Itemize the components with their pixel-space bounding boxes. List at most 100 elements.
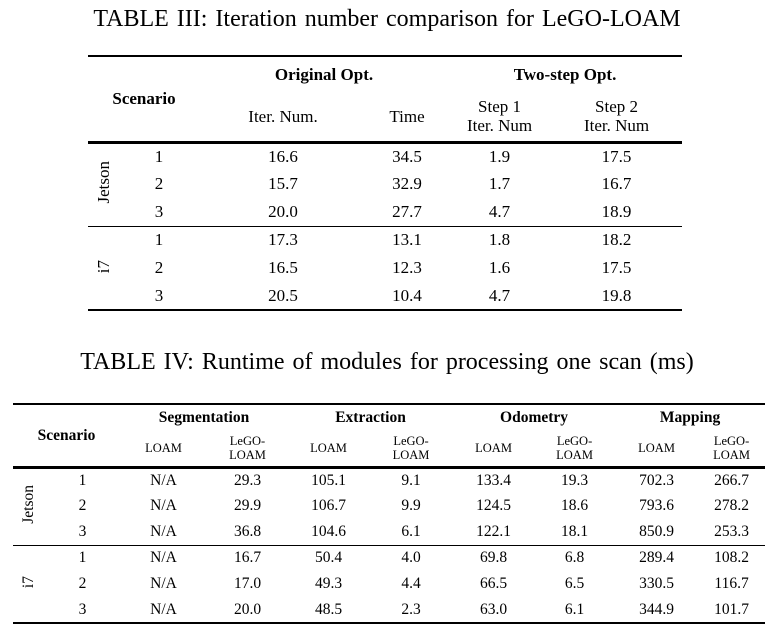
cell-odo-loam: 124.5	[476, 497, 511, 514]
table4-header-row-groups: Scenario Segmentation Extraction Odometr…	[13, 404, 765, 444]
scenario-cell: 3	[78, 522, 87, 540]
table4-caption: TABLE IV: Runtime of modules for process…	[80, 349, 694, 375]
scenario-cell: 2	[78, 575, 87, 592]
table-row: 3 N/A 36.8 104.6 6.1 122.1 18.1 850.9 25…	[13, 519, 765, 545]
row-group-label-i7: i7	[20, 575, 38, 588]
scenario-cell: 3	[154, 285, 164, 305]
table3-subheader-step2-iter-num: Step 2 Iter. Num	[583, 97, 650, 136]
cell-map-loam: 850.9	[639, 522, 674, 540]
row-group-label-i7: i7	[93, 259, 113, 273]
cell-map-loam: 330.5	[639, 575, 674, 592]
cell-step1-iter-num: 1.7	[488, 174, 511, 193]
cell-step2-iter-num: 19.8	[601, 285, 632, 305]
cell-time: 27.7	[392, 201, 422, 221]
cell-map-loam: 289.4	[639, 549, 674, 567]
table3-header-two-step-opt: Two-step Opt.	[513, 64, 617, 84]
cell-step2-iter-num: 17.5	[601, 146, 632, 166]
table-row: 3 N/A 20.0 48.5 2.3 63.0 6.1 344.9 101.7	[13, 597, 765, 623]
cell-odo-lego-loam: 19.3	[560, 471, 589, 489]
cell-seg-lego-loam: 29.9	[233, 497, 262, 514]
scenario-cell: 2	[154, 174, 164, 193]
cell-map-lego-loam: 266.7	[714, 471, 749, 489]
table3-subheader-time: Time	[389, 106, 425, 126]
table4-header: Scenario Segmentation Extraction Odometr…	[13, 404, 766, 467]
cell-step1-iter-num: 4.7	[488, 201, 511, 221]
cell-seg-loam: N/A	[150, 600, 177, 618]
cell-map-loam: 344.9	[639, 600, 674, 618]
table4-header-odometry: Odometry	[500, 408, 569, 426]
cell-map-loam: 702.3	[639, 471, 674, 489]
row-group-label-cell: Jetson	[13, 467, 45, 545]
table3-header-scenario: Scenario	[112, 89, 176, 109]
table3-subheader-step1-iter-num: Step 1 Iter. Num	[466, 97, 533, 136]
cell-time: 13.1	[392, 230, 422, 250]
cell-odo-lego-loam: 6.8	[564, 549, 585, 567]
cell-step1-iter-num: 1.8	[488, 230, 511, 250]
table4-subheader-odo-loam: LOAM	[475, 440, 512, 455]
cell-odo-lego-loam: 18.6	[560, 497, 589, 514]
cell-odo-loam: 66.5	[479, 575, 508, 592]
scenario-cell: 3	[154, 201, 164, 221]
scenario-cell: 1	[154, 230, 164, 250]
cell-seg-lego-loam: 17.0	[233, 575, 262, 592]
table3-subheader-iter-num: Iter. Num.	[248, 106, 318, 126]
cell-map-lego-loam: 116.7	[714, 575, 749, 592]
table4-subheader-map-lego-loam: LeGO- LOAM	[713, 433, 750, 462]
cell-ext-lego-loam: 4.0	[401, 549, 421, 567]
table-row: 2 N/A 17.0 49.3 4.4 66.5 6.5 330.5 116.7	[13, 571, 765, 597]
cell-odo-loam: 69.8	[479, 549, 508, 567]
cell-ext-lego-loam: 4.4	[401, 575, 421, 592]
table-row: i7 1 N/A 16.7 50.4 4.0 69.8 6.8 289.4 10…	[13, 545, 765, 588]
cell-odo-loam: 63.0	[479, 600, 508, 618]
cell-step1-iter-num: 4.7	[488, 285, 511, 305]
cell-odo-lego-loam: 6.5	[564, 575, 585, 592]
cell-map-lego-loam: 101.7	[714, 600, 749, 618]
cell-seg-lego-loam: 16.7	[233, 549, 262, 567]
cell-ext-lego-loam: 9.9	[401, 497, 421, 514]
cell-time: 34.5	[392, 146, 422, 166]
table-row: 3 20.0 27.7 4.7 18.9	[88, 198, 682, 226]
cell-ext-lego-loam: 9.1	[401, 471, 421, 489]
table-row: Jetson 1 N/A 29.3 105.1 9.1 133.4 19.3 7…	[13, 467, 765, 524]
cell-map-lego-loam: 278.2	[714, 497, 749, 514]
row-group-label-cell: i7	[88, 226, 118, 310]
table-row: Jetson 1 16.6 34.5 1.9 17.5	[88, 142, 682, 204]
cell-map-lego-loam: 108.2	[714, 549, 749, 567]
table4-subheader-ext-loam: LOAM	[310, 440, 347, 455]
table4-section-jetson: Jetson 1 N/A 29.3 105.1 9.1 133.4 19.3 7…	[13, 467, 765, 545]
row-group-label-jetson: Jetson	[20, 484, 38, 524]
table4-header-mapping: Mapping	[659, 408, 721, 426]
cell-seg-loam: N/A	[150, 522, 177, 540]
table3-header-row-subs: Iter. Num. Time Step 1 Iter. Num Step 2 …	[88, 92, 682, 142]
table-row: i7 1 17.3 13.1 1.8 18.2	[88, 226, 682, 273]
cell-odo-loam: 133.4	[476, 471, 511, 489]
scenario-cell: 2	[154, 258, 164, 277]
cell-seg-loam: N/A	[150, 497, 177, 514]
cell-step2-iter-num: 18.9	[601, 201, 632, 221]
cell-iter-num: 17.3	[268, 230, 298, 250]
cell-time: 10.4	[392, 285, 422, 305]
cell-step1-iter-num: 1.6	[488, 258, 511, 277]
cell-iter-num: 20.5	[268, 285, 298, 305]
cell-seg-lego-loam: 29.3	[233, 471, 262, 489]
cell-step2-iter-num: 17.5	[601, 258, 632, 277]
cell-iter-num: 15.7	[268, 174, 298, 193]
table4-subheader-ext-lego-loam: LeGO- LOAM	[392, 433, 430, 462]
table3-caption: TABLE III: Iteration number comparison f…	[93, 6, 681, 32]
scenario-cell: 3	[78, 600, 87, 618]
scenario-cell: 2	[78, 497, 87, 514]
cell-ext-loam: 105.1	[311, 471, 346, 489]
cell-seg-lego-loam: 36.8	[233, 522, 262, 540]
table-row: 3 20.5 10.4 4.7 19.8	[88, 282, 682, 310]
table4-header-row-subs: LOAM LeGO- LOAM LOAM LeGO- LOAM LOAM LeG…	[13, 430, 765, 467]
cell-ext-loam: 104.6	[311, 522, 346, 540]
cell-time: 32.9	[392, 174, 422, 193]
table3-section-i7: i7 1 17.3 13.1 1.8 18.2 2 16.5 12.3 1.6 …	[88, 226, 683, 310]
cell-step1-iter-num: 1.9	[488, 146, 511, 166]
cell-odo-lego-loam: 6.1	[564, 600, 585, 618]
table-row: 2 N/A 29.9 106.7 9.9 124.5 18.6 793.6 27…	[13, 493, 765, 519]
cell-ext-loam: 106.7	[311, 497, 346, 514]
table4-subheader-seg-loam: LOAM	[145, 440, 182, 455]
cell-odo-lego-loam: 18.1	[560, 522, 589, 540]
table-row: 2 15.7 32.9 1.7 16.7	[88, 170, 682, 198]
